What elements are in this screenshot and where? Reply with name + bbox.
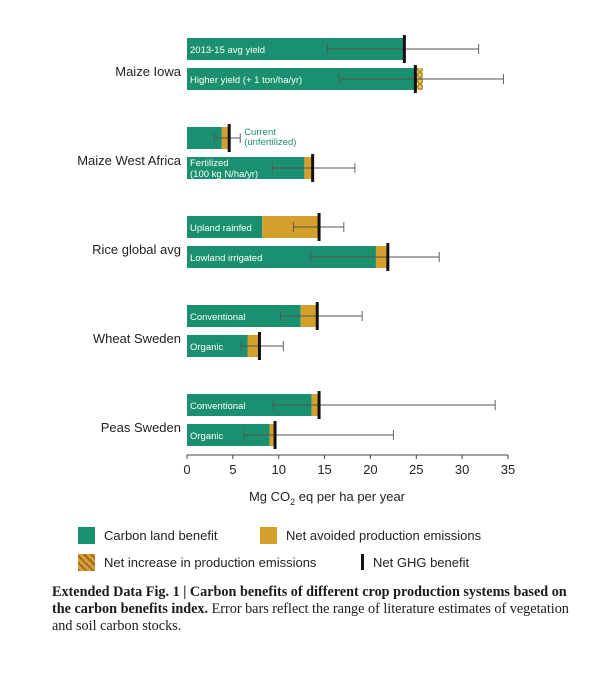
group-label: Rice global avg <box>92 242 181 257</box>
net-benefit-marker <box>317 391 321 419</box>
bar-carbon <box>187 216 263 238</box>
net-benefit-marker <box>402 35 406 63</box>
carbon-swatch <box>78 527 95 544</box>
avoided-swatch <box>260 527 277 544</box>
x-tick-label: 0 <box>183 462 190 477</box>
bar-label: Upland rainfed <box>190 223 252 234</box>
net-benefit-marker <box>315 302 319 330</box>
bar-carbon <box>187 38 405 60</box>
legend-label-carbon: Carbon land benefit <box>104 528 218 543</box>
bar-label-line: Higher yield (+ 1 ton/ha/yr) <box>190 75 302 86</box>
bar-carbon <box>187 335 248 357</box>
bar-label: Organic <box>190 342 224 353</box>
group-label: Maize Iowa <box>115 64 182 79</box>
net-benefit-marker <box>227 124 231 152</box>
legend-item-carbon: Carbon land benefit <box>78 527 217 544</box>
bar-label-line: Conventional <box>190 401 245 412</box>
bar-carbon <box>187 68 423 90</box>
bar-label: Fertilized (100 kg N/ha/yr) <box>190 158 258 180</box>
x-axis-label-sub: 2 <box>290 497 295 507</box>
figure-caption: Extended Data Fig. 1 | Carbon benefits o… <box>52 584 572 635</box>
x-axis-label-post: eq per ha per year <box>295 489 406 504</box>
x-tick-label: 25 <box>409 462 423 477</box>
net-benefit-marker <box>273 421 277 449</box>
bar-label-line: Fertilized <box>190 158 229 169</box>
group-label: Wheat Sweden <box>93 331 181 346</box>
x-tick-label: 5 <box>229 462 236 477</box>
x-axis-label: Mg CO2 eq per ha per year <box>249 489 406 507</box>
bar-label-line: Lowland irrigated <box>190 253 262 264</box>
caption-title: Extended Data Fig. 1 | Carbon benefits o… <box>52 584 567 617</box>
legend-item-net: Net GHG benefit <box>361 554 469 570</box>
net-benefit-marker <box>413 65 417 93</box>
group-label: Peas Sweden <box>101 420 181 435</box>
bar-label-line: Organic <box>190 431 224 442</box>
increase-swatch <box>78 554 95 571</box>
bar-carbon <box>187 127 222 149</box>
bar-label-line: Organic <box>190 342 224 353</box>
x-axis-label-pre: Mg CO <box>249 489 290 504</box>
legend-item-avoided: Net avoided production emissions <box>260 527 481 544</box>
bar-label-line: (unfertilized) <box>244 137 296 148</box>
net-benefit-icon <box>361 554 364 570</box>
bar-label-line: (100 kg N/ha/yr) <box>190 169 258 180</box>
plot-area: 0 5 10 15 20 25 30 35 Maize Iowa 2013-15 avg yiel… <box>77 35 515 477</box>
bar-label-outside: Current (unfertilized) <box>244 127 296 148</box>
x-tick-label: 10 <box>271 462 285 477</box>
x-tick-label: 15 <box>317 462 331 477</box>
bar-label-line: Conventional <box>190 312 245 323</box>
bar-label-line: Upland rainfed <box>190 223 252 234</box>
bar-label: 2013-15 avg yield <box>190 45 265 56</box>
bar-label: Conventional <box>190 401 245 412</box>
caption-text: Error bars reflect the range of literatu… <box>52 601 569 634</box>
bar-carbon <box>187 424 270 446</box>
bar-carbon <box>187 157 305 179</box>
legend-label-avoided: Net avoided production emissions <box>286 528 482 543</box>
bar-label-line: 2013-15 avg yield <box>190 45 265 56</box>
bar-label-line: Current <box>244 127 276 138</box>
legend-item-increase: Net increase in production emissions <box>78 554 316 571</box>
group-label: Maize West Africa <box>77 153 182 168</box>
x-tick-label: 35 <box>501 462 515 477</box>
net-benefit-marker <box>257 332 261 360</box>
bar-carbon <box>187 394 312 416</box>
x-tick-label: 30 <box>455 462 469 477</box>
bar-avoided <box>262 216 320 238</box>
net-benefit-marker <box>317 213 321 241</box>
bar-label: Conventional <box>190 312 245 323</box>
bar-label: Lowland irrigated <box>190 253 262 264</box>
bar-label: Higher yield (+ 1 ton/ha/yr) <box>190 75 302 86</box>
legend-label-increase: Net increase in production emissions <box>104 555 317 570</box>
legend-label-net: Net GHG benefit <box>373 554 470 570</box>
bar-carbon <box>187 246 376 268</box>
bar-carbon <box>187 305 301 327</box>
net-benefit-marker <box>386 243 390 271</box>
bar-chart: 0 5 10 15 20 25 30 35 Maize Iowa 2013-15 avg yiel… <box>77 35 515 507</box>
x-tick-label: 20 <box>363 462 377 477</box>
net-benefit-marker <box>311 154 315 182</box>
bar-label: Organic <box>190 431 224 442</box>
